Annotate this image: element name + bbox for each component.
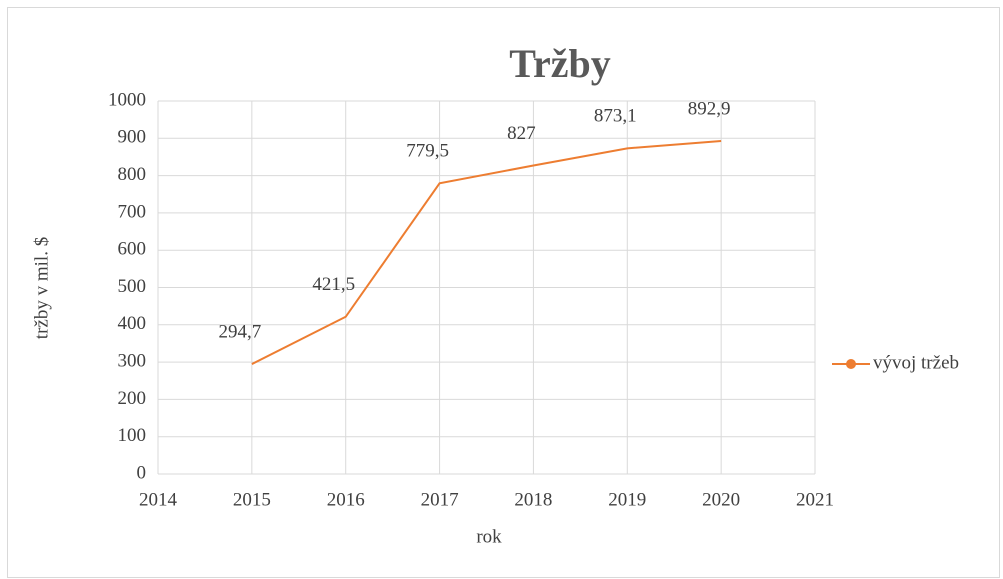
data-label: 421,5 [312,274,355,295]
data-label: 779,5 [406,141,449,162]
y-tick-label: 900 [118,127,147,148]
y-tick-label: 500 [118,276,147,297]
data-label: 294,7 [218,321,261,342]
line [251,139,722,365]
y-tick-label: 100 [118,425,147,446]
x-tick-label: 2021 [796,489,834,510]
y-axis-label: tržby v mil. $ [31,237,52,339]
data-label: 827 [507,123,536,144]
legend-label: vývoj tržeb [873,352,959,373]
y-tick-label: 200 [118,388,147,409]
y-tick-label: 300 [118,350,147,371]
y-tick-label: 600 [118,239,147,260]
x-tick-label: 2018 [514,489,552,510]
x-tick-label: 2019 [608,489,646,510]
y-tick-label: 0 [137,462,147,483]
x-tick-label: 2015 [233,489,271,510]
y-tick-label: 1000 [108,89,146,110]
data-label: 892,9 [688,98,731,119]
x-tick-label: 2014 [139,489,178,510]
x-axis-label: rok [476,526,502,547]
x-tick-label: 2020 [702,489,740,510]
y-tick-label: 400 [118,313,147,334]
chart-border [7,7,1000,578]
legend-marker [846,359,856,369]
chart-title: Tržby [509,41,610,86]
y-tick-label: 800 [118,164,147,185]
data-label: 873,1 [594,106,637,127]
x-tick-label: 2017 [421,489,459,510]
y-tick-label: 700 [118,201,147,222]
x-tick-label: 2016 [327,489,365,510]
